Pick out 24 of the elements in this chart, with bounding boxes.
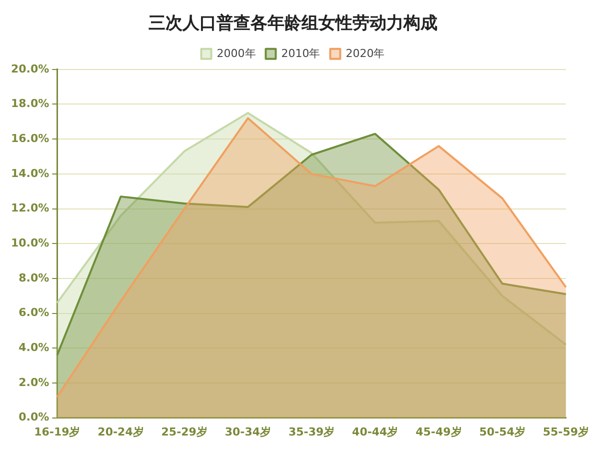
y-tick-label: 8.0%	[18, 271, 50, 284]
legend-label: 2020年	[346, 46, 385, 60]
x-tick-label: 16-19岁	[34, 425, 80, 438]
y-tick-label: 14.0%	[10, 166, 50, 180]
x-tick-label: 40-44岁	[352, 425, 398, 438]
x-tick-label: 30-34岁	[224, 425, 272, 438]
y-tick-label: 18.0%	[10, 97, 50, 110]
chart-title: 三次人口普查各年龄组女性劳动力构成	[148, 12, 438, 34]
y-tick-label: 10.0%	[10, 236, 50, 250]
legend-label: 2000年	[216, 46, 256, 60]
y-tick-label: 0.0%	[18, 410, 50, 424]
y-tick-label: 4.0%	[18, 340, 50, 354]
x-tick-label: 20-24岁	[98, 425, 144, 438]
x-tick-label: 55-59岁	[542, 425, 590, 438]
y-tick-label: 16.0%	[10, 132, 50, 145]
y-tick-label: 20.0%	[10, 62, 50, 76]
legend-label: 2010年	[281, 46, 320, 60]
y-tick-label: 2.0%	[18, 376, 50, 389]
y-tick-label: 6.0%	[18, 306, 50, 320]
x-tick-label: 25-29岁	[161, 425, 208, 438]
x-tick-label: 35-39岁	[288, 425, 335, 438]
x-tick-label: 45-49岁	[416, 425, 462, 438]
x-tick-label: 50-54岁	[479, 425, 526, 438]
y-tick-label: 12.0%	[10, 202, 50, 215]
